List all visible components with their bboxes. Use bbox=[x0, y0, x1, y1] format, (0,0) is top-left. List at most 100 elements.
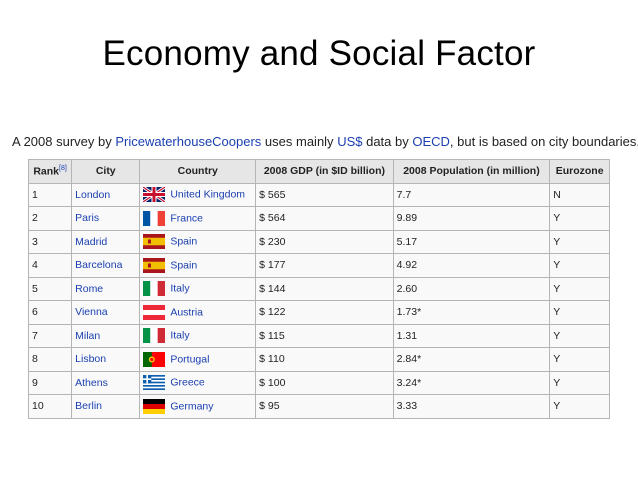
spain-flag-icon[interactable] bbox=[143, 257, 166, 273]
population-cell: 1.31 bbox=[392, 323, 551, 348]
eurozone-cell: Y bbox=[549, 323, 610, 348]
usd-link[interactable]: US$ bbox=[337, 134, 363, 149]
country-link[interactable]: Portugal bbox=[170, 353, 210, 366]
eurozone-cell: N bbox=[549, 182, 610, 207]
eurozone-cell: Y bbox=[549, 206, 610, 231]
city-gdp-table: Rank[8] City Country 2008 GDP (in $ID bi… bbox=[27, 159, 610, 419]
table-row: 8 Lisbon Portugal $ 110 2.84* Y bbox=[27, 347, 610, 372]
country-link[interactable]: Germany bbox=[170, 400, 214, 413]
gdp-cell: $ 565 bbox=[255, 182, 394, 207]
city-link[interactable]: Paris bbox=[75, 212, 100, 225]
city-cell: Lisbon bbox=[71, 347, 141, 372]
rank-cell: 6 bbox=[27, 300, 73, 325]
country-link[interactable]: Greece bbox=[170, 376, 205, 389]
eurozone-cell: Y bbox=[549, 370, 610, 395]
rank-cell: 10 bbox=[27, 394, 73, 419]
city-cell: Rome bbox=[71, 276, 141, 301]
city-cell: Vienna bbox=[71, 300, 141, 325]
country-cell: Austria bbox=[139, 300, 257, 325]
gdp-cell: $ 115 bbox=[255, 323, 394, 348]
intro-text-4: , but is based on city boundaries. bbox=[449, 134, 638, 149]
population-cell: 1.73* bbox=[392, 300, 551, 325]
portugal-flag-icon[interactable] bbox=[143, 351, 166, 367]
rank-cell: 1 bbox=[27, 182, 73, 207]
city-cell: Madrid bbox=[71, 229, 141, 254]
eurozone-cell: Y bbox=[549, 347, 610, 372]
uk-flag-icon[interactable] bbox=[143, 187, 166, 203]
city-link[interactable]: Milan bbox=[75, 329, 101, 342]
population-cell: 7.7 bbox=[392, 182, 551, 207]
country-cell: Italy bbox=[139, 323, 257, 348]
slide-title: Economy and Social Factor bbox=[102, 34, 536, 73]
country-link[interactable]: Italy bbox=[170, 329, 190, 342]
pwc-link[interactable]: PricewaterhouseCoopers bbox=[115, 134, 262, 149]
gdp-cell: $ 110 bbox=[255, 347, 394, 372]
city-cell: Paris bbox=[71, 206, 141, 231]
gdp-cell: $ 564 bbox=[255, 206, 394, 231]
column-header-country[interactable]: Country bbox=[139, 159, 257, 184]
oecd-link[interactable]: OECD bbox=[412, 134, 450, 149]
austria-flag-icon[interactable] bbox=[143, 304, 166, 320]
italy-flag-icon[interactable] bbox=[143, 328, 166, 344]
table-header-row: Rank[8] City Country 2008 GDP (in $ID bi… bbox=[27, 159, 610, 184]
gdp-cell: $ 144 bbox=[255, 276, 394, 301]
italy-flag-icon[interactable] bbox=[143, 281, 166, 297]
rank-reference-link[interactable]: [8] bbox=[59, 165, 67, 172]
city-cell: London bbox=[71, 182, 141, 207]
city-link[interactable]: Berlin bbox=[75, 400, 102, 413]
city-link[interactable]: Lisbon bbox=[75, 353, 107, 366]
rank-cell: 2 bbox=[27, 206, 73, 231]
intro-sentence: A 2008 survey by PricewaterhouseCoopers … bbox=[12, 134, 638, 149]
city-link[interactable]: Rome bbox=[75, 282, 104, 295]
france-flag-icon[interactable] bbox=[143, 210, 166, 226]
greece-flag-icon[interactable] bbox=[143, 375, 166, 391]
intro-text-2: uses mainly bbox=[261, 134, 338, 149]
country-cell: Germany bbox=[139, 394, 257, 419]
column-header-rank[interactable]: Rank[8] bbox=[27, 159, 73, 184]
population-cell: 2.84* bbox=[392, 347, 551, 372]
eurozone-cell: Y bbox=[549, 229, 610, 254]
city-cell: Berlin bbox=[71, 394, 141, 419]
country-cell: Italy bbox=[139, 276, 257, 301]
intro-text-3: data by bbox=[362, 134, 413, 149]
city-link[interactable]: London bbox=[75, 188, 111, 201]
intro-text-1: A 2008 survey by bbox=[12, 134, 116, 149]
country-cell: Spain bbox=[139, 229, 257, 254]
gdp-cell: $ 95 bbox=[255, 394, 394, 419]
country-cell: United Kingdom bbox=[139, 182, 257, 207]
table-row: 6 Vienna Austria $ 122 1.73* Y bbox=[27, 300, 610, 325]
population-cell: 2.60 bbox=[392, 276, 551, 301]
country-link[interactable]: United Kingdom bbox=[170, 188, 246, 201]
country-link[interactable]: France bbox=[170, 212, 204, 225]
city-link[interactable]: Madrid bbox=[75, 235, 108, 248]
country-cell: Portugal bbox=[139, 347, 257, 372]
spain-flag-icon[interactable] bbox=[143, 234, 166, 250]
city-cell: Milan bbox=[71, 323, 141, 348]
eurozone-cell: Y bbox=[549, 300, 610, 325]
city-cell: Athens bbox=[71, 370, 141, 395]
country-link[interactable]: Italy bbox=[170, 282, 190, 295]
column-header-gdp[interactable]: 2008 GDP (in $ID billion) bbox=[255, 159, 394, 184]
table-row: 5 Rome Italy $ 144 2.60 Y bbox=[27, 276, 610, 301]
eurozone-cell: Y bbox=[549, 253, 610, 278]
table-row: 7 Milan Italy $ 115 1.31 Y bbox=[27, 323, 610, 348]
column-header-city[interactable]: City bbox=[71, 159, 141, 184]
population-cell: 5.17 bbox=[392, 229, 551, 254]
table-row: 4 Barcelona Spain $ 177 4.92 Y bbox=[27, 253, 610, 278]
gdp-cell: $ 230 bbox=[255, 229, 394, 254]
column-header-eurozone[interactable]: Eurozone bbox=[549, 159, 610, 184]
germany-flag-icon[interactable] bbox=[143, 398, 166, 414]
column-header-population[interactable]: 2008 Population (in million) bbox=[392, 159, 551, 184]
city-cell: Barcelona bbox=[71, 253, 141, 278]
city-link[interactable]: Barcelona bbox=[75, 259, 123, 272]
country-cell: France bbox=[139, 206, 257, 231]
country-link[interactable]: Spain bbox=[170, 235, 198, 248]
city-link[interactable]: Vienna bbox=[75, 306, 108, 319]
country-link[interactable]: Austria bbox=[170, 306, 204, 319]
rank-cell: 3 bbox=[27, 229, 73, 254]
table-row: 10 Berlin Germany $ 95 3.33 Y bbox=[27, 394, 610, 419]
country-link[interactable]: Spain bbox=[170, 259, 198, 272]
city-link[interactable]: Athens bbox=[75, 376, 108, 389]
eurozone-cell: Y bbox=[549, 276, 610, 301]
population-cell: 3.24* bbox=[392, 370, 551, 395]
